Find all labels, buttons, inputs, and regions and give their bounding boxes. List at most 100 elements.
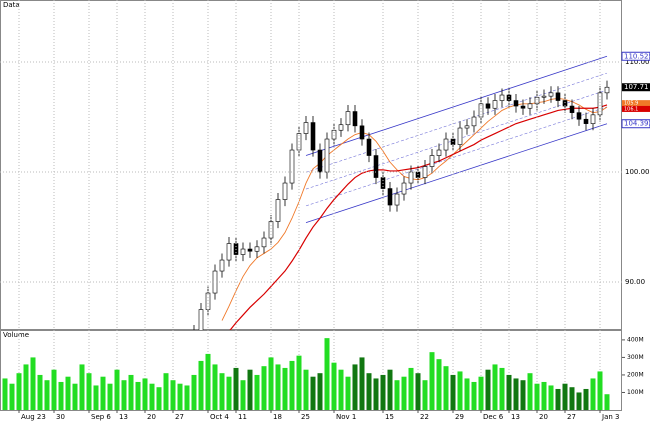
candle-body [492, 100, 498, 109]
price-label-box [622, 105, 650, 112]
y-tick-label: 90.00 [625, 278, 645, 286]
volume-bar [149, 383, 155, 410]
volume-bar [2, 378, 8, 410]
volume-bar [401, 376, 407, 410]
candle-body [534, 96, 540, 105]
candle-body [240, 248, 246, 255]
volume-bar [408, 367, 414, 410]
candle-body [359, 125, 365, 140]
candle-body [604, 86, 610, 94]
volume-bar [128, 374, 134, 410]
volume-bar [548, 385, 554, 410]
volume-bar [79, 364, 85, 410]
candle-body [261, 237, 267, 248]
volume-bar [9, 383, 15, 410]
candle-body [401, 182, 407, 195]
price-label-box [621, 119, 650, 129]
volume-bar [380, 374, 386, 410]
volume-bar [86, 373, 92, 410]
volume-bar [226, 376, 232, 410]
volume-bar [450, 374, 456, 410]
x-tick-label: 30 [56, 413, 65, 421]
volume-bar [436, 359, 442, 410]
candle-body [254, 246, 260, 252]
candle-body [310, 122, 316, 151]
x-tick-label: 22 [420, 413, 429, 421]
channel-lower [305, 123, 608, 224]
volume-bar [576, 392, 582, 410]
volume-bar [534, 383, 540, 410]
candle-body [289, 149, 295, 184]
volume-bar [23, 364, 29, 410]
x-tick-label: 25 [301, 413, 310, 421]
price-plot [193, 55, 610, 330]
volume-bar [527, 373, 533, 410]
candle-body [331, 129, 337, 140]
candle-body [303, 122, 309, 134]
x-tick-label: Oct 4 [210, 413, 229, 421]
x-tick-label: 11 [238, 413, 247, 421]
moving-average [221, 97, 608, 321]
x-tick-label: Jan 3 [601, 413, 619, 421]
volume-bar [373, 378, 379, 410]
volume-bar [44, 380, 50, 410]
volume-bar [415, 373, 421, 410]
volume-bar [513, 378, 519, 410]
candle-body [443, 138, 449, 151]
x-tick-label: Dec 6 [483, 413, 504, 421]
candle-body [513, 100, 519, 107]
volume-bar [58, 381, 64, 410]
candle-body [394, 193, 400, 206]
candle-body [429, 155, 435, 167]
volume-bar [366, 373, 372, 410]
volume-bar [247, 369, 253, 410]
volume-bar [296, 355, 302, 410]
volume-bar [443, 366, 449, 410]
volume-bar [597, 371, 603, 410]
volume-bar [254, 374, 260, 410]
volume-bar [289, 360, 295, 410]
x-tick-label: Nov 1 [336, 413, 356, 421]
x-tick-label: Aug 23 [21, 413, 46, 421]
candle-body [324, 138, 330, 173]
volume-bar [107, 383, 113, 410]
candle-body [338, 124, 344, 131]
candle-body [205, 292, 211, 310]
volume-bar [219, 373, 225, 410]
x-tick-label: Sep 6 [91, 413, 111, 421]
volume-bar [72, 383, 78, 410]
candle-body [506, 94, 512, 101]
volume-bar [51, 369, 57, 410]
candle-body [282, 182, 288, 200]
volume-bar [198, 360, 204, 410]
candle-body [520, 105, 526, 109]
candle-body [541, 95, 547, 98]
price-label: 104.3921 [624, 120, 650, 128]
volume-bar [170, 380, 176, 410]
candle-body [226, 243, 232, 261]
volume-bar [590, 378, 596, 410]
price-panel [0, 0, 622, 330]
volume-bar [345, 376, 351, 410]
candle-body [352, 111, 358, 127]
candle-body [247, 248, 253, 252]
x-tick-label: 15 [385, 413, 394, 421]
candle-body [317, 149, 323, 173]
volume-bar [317, 373, 323, 410]
volume-bar [583, 388, 589, 410]
y-tick-label: 110.00 [625, 58, 650, 66]
candle-body [387, 188, 393, 206]
volume-bar [604, 394, 610, 410]
volume-bar [100, 376, 106, 410]
candle-body [471, 116, 477, 127]
volume-bar [492, 364, 498, 410]
candle-body [219, 259, 225, 272]
channel-mid [305, 106, 608, 207]
channel-mid [305, 89, 608, 190]
chart-title: Data [3, 1, 20, 9]
channel-upper [305, 55, 608, 156]
volume-bar [324, 338, 330, 410]
candle-body [457, 127, 463, 145]
v-tick-label: 300M [627, 354, 644, 361]
volume-bar [464, 378, 470, 410]
